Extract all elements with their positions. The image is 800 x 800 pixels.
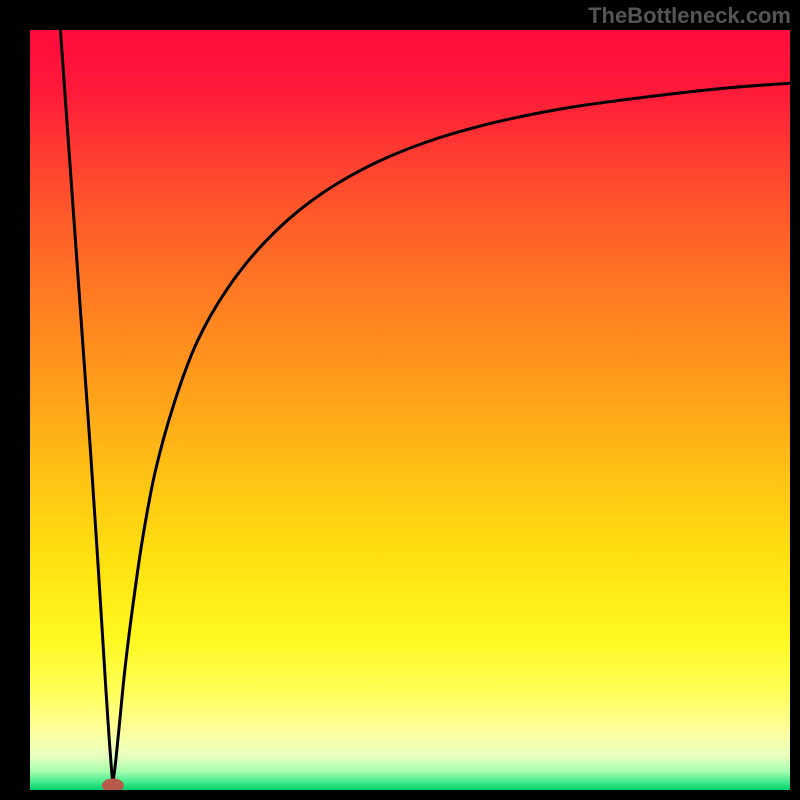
curve-right-branch xyxy=(113,83,790,784)
curve-layer xyxy=(30,30,790,790)
watermark-text: TheBottleneck.com xyxy=(588,3,791,29)
minimum-marker xyxy=(102,778,124,790)
plot-area xyxy=(30,30,790,790)
chart-container: TheBottleneck.com xyxy=(0,0,800,800)
curve-left-branch xyxy=(60,30,112,784)
